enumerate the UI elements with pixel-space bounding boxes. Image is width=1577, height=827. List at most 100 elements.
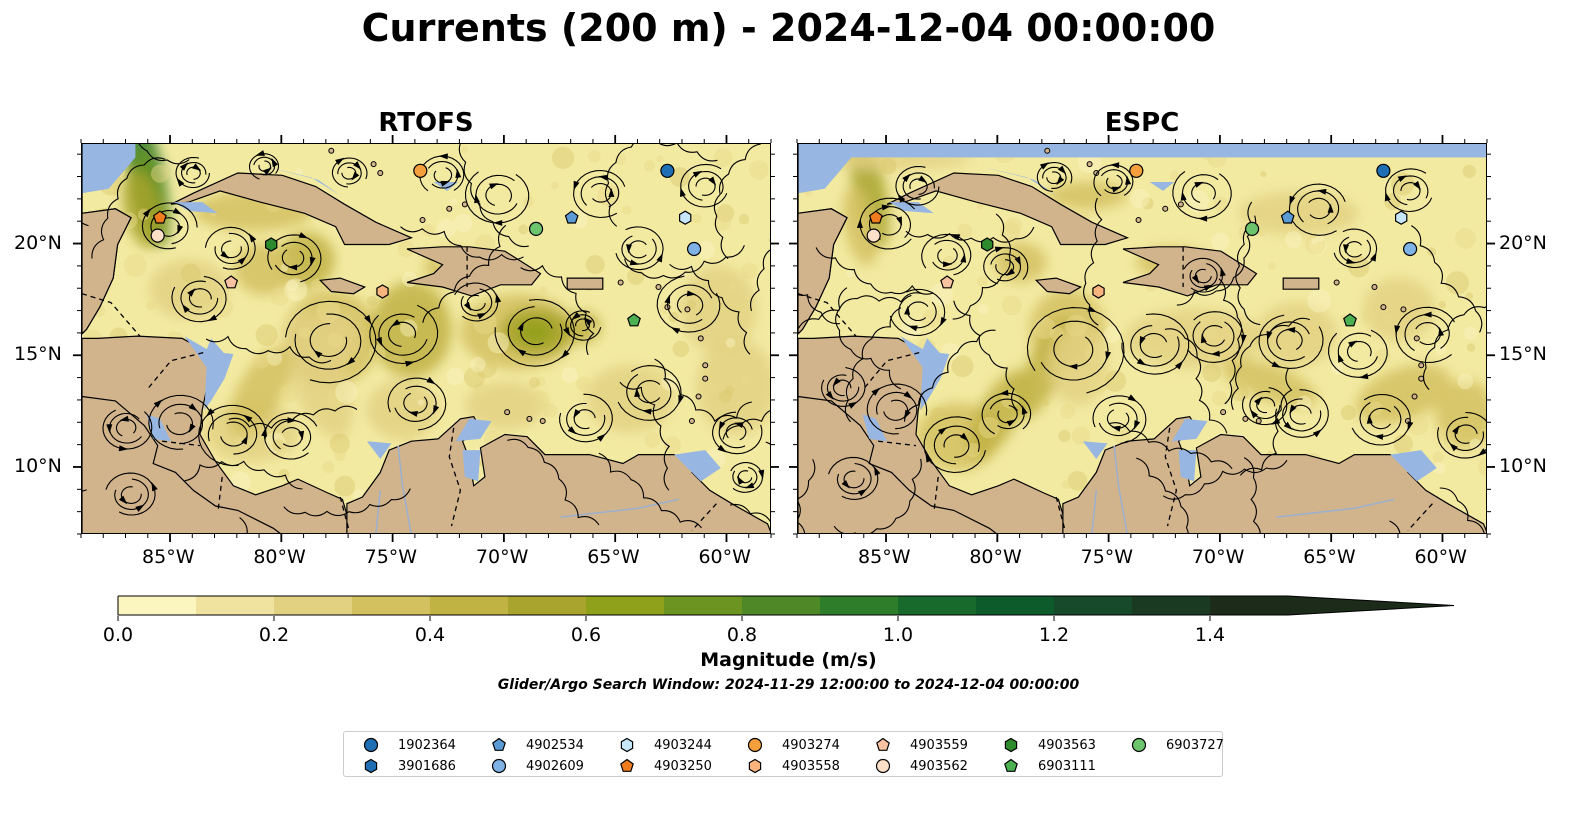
marker-circle [413, 163, 428, 178]
float-4903274[interactable] [413, 163, 428, 178]
float-4903250[interactable] [868, 210, 883, 224]
texture-dot [1457, 373, 1474, 390]
texture-dot [1048, 353, 1056, 361]
float-6903111[interactable] [627, 313, 641, 327]
float-4903274[interactable] [1129, 163, 1144, 178]
island [1255, 418, 1262, 425]
texture-dot [551, 181, 559, 190]
float-4903562[interactable] [150, 228, 165, 243]
speed-patch [1222, 359, 1318, 408]
speed-patch [1047, 181, 1128, 210]
texture-dot [539, 286, 548, 295]
marker-pentagon [152, 210, 167, 224]
legend-marker-circle [1131, 737, 1147, 753]
texture-dot [643, 160, 656, 172]
streamline-arrow [1127, 394, 1137, 402]
streamline-arrow [1105, 351, 1112, 361]
streamline-arrow [364, 314, 372, 325]
float-4902534[interactable] [564, 210, 579, 224]
float-6903727[interactable] [1244, 221, 1260, 237]
island [1400, 306, 1407, 313]
float-4903244[interactable] [678, 210, 692, 225]
speed-patch [1435, 380, 1486, 449]
country-border [217, 476, 223, 513]
speed-patch [1238, 191, 1359, 236]
streamline-arrow [999, 389, 1009, 396]
texture-dot [672, 340, 690, 358]
streamline-arrow [313, 350, 323, 358]
float-4902609[interactable] [686, 241, 702, 257]
texture-dot [1202, 363, 1222, 383]
streamline-arrow [573, 409, 581, 419]
island [684, 306, 691, 313]
shallow-shelf [366, 441, 392, 459]
country-border [448, 427, 462, 527]
texture-dot [403, 429, 415, 441]
streamline-arrow [1125, 175, 1132, 185]
streamline-arrow [1289, 195, 1296, 206]
marker-pentagon [1004, 758, 1018, 772]
streamline-arrow [1200, 333, 1207, 344]
texture-dot [965, 443, 981, 458]
float-4903558[interactable] [376, 284, 389, 299]
streamline-arrow [182, 304, 190, 313]
float-4903558[interactable] [1092, 284, 1105, 299]
texture-dot [663, 436, 682, 454]
country-border [1164, 427, 1178, 527]
float-1902364[interactable] [660, 163, 675, 178]
float-4903244[interactable] [1394, 210, 1408, 225]
island [328, 147, 335, 154]
texture-dot [1240, 386, 1254, 399]
streamline-arrow [433, 405, 440, 415]
float-6903111[interactable] [1343, 313, 1357, 327]
streamline-arrow [263, 167, 272, 176]
colorbar-extend-arrow [1288, 596, 1454, 615]
land-cuba [886, 172, 1130, 246]
streamline-arrow [832, 377, 841, 387]
streamline-arrow [118, 445, 129, 452]
streamline [905, 226, 1035, 243]
legend-marker-pentagon [620, 758, 634, 772]
texture-dot [535, 376, 546, 387]
float-4903250[interactable] [152, 210, 167, 224]
streamline-arrow [918, 175, 928, 183]
texture-dot [728, 282, 737, 291]
float-6903727[interactable] [528, 221, 544, 237]
float-4902609[interactable] [1402, 241, 1418, 257]
marker-hexagon [1092, 284, 1105, 299]
marker-circle [1129, 163, 1144, 178]
land-jamaica [318, 277, 367, 295]
streamline-arrow [192, 163, 202, 171]
island [1380, 304, 1387, 311]
legend-label: 4902534 [526, 737, 584, 753]
legend-label: 4903558 [782, 758, 840, 774]
float-markers [150, 163, 702, 327]
legend-item-4903558: 4903558 [746, 756, 840, 776]
x-tick-label: 65°W [1303, 546, 1356, 568]
float-1902364[interactable] [1376, 163, 1391, 178]
texture-dot [1113, 427, 1131, 445]
streamline-arrow [904, 305, 911, 315]
float-4903562[interactable] [866, 228, 881, 243]
texture-dot [1067, 470, 1088, 491]
island [446, 205, 453, 212]
colorbar-bin [664, 596, 743, 615]
texture-dot [1391, 172, 1415, 196]
float-4903563[interactable] [981, 237, 994, 252]
float-4903563[interactable] [265, 237, 278, 252]
streamline-arrow [1283, 421, 1293, 430]
legend-label: 4903274 [782, 737, 840, 753]
colorbar-bin [118, 596, 197, 615]
island [1044, 147, 1051, 154]
marker-pentagon [224, 275, 239, 289]
float-4903559[interactable] [940, 275, 955, 289]
float-4903559[interactable] [224, 275, 239, 289]
streamline-arrow [1254, 396, 1263, 406]
texture-dot [266, 350, 283, 366]
float-4902534[interactable] [1280, 210, 1295, 224]
colorbar-outline [117, 595, 1455, 616]
texture-dot [400, 319, 418, 337]
streamline [953, 300, 1018, 412]
texture-dot [145, 300, 156, 311]
streamline-arrow [118, 495, 128, 505]
